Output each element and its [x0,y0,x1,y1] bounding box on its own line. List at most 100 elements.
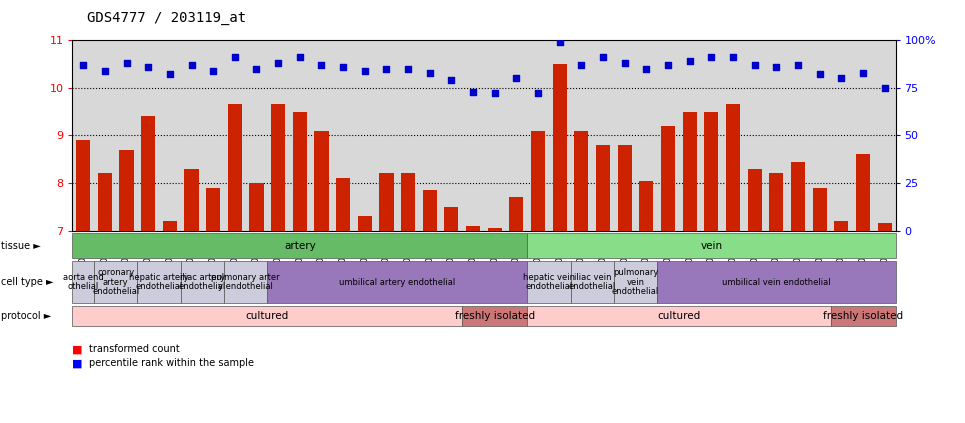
Bar [358,216,372,231]
Text: umbilical artery endothelial: umbilical artery endothelial [339,277,455,287]
Text: cell type ►: cell type ► [1,277,53,287]
Point [747,62,762,69]
Bar [856,154,870,231]
Point [790,62,806,69]
Point [617,60,632,66]
Text: percentile rank within the sample: percentile rank within the sample [89,358,254,368]
Text: iliac vein
endothelial: iliac vein endothelial [568,273,616,291]
Point [422,69,437,76]
Bar [97,173,112,231]
Bar [423,190,437,231]
Point [855,69,870,76]
Point [465,88,481,95]
Text: coronary
artery
endothelial: coronary artery endothelial [92,268,139,297]
Bar [250,183,263,231]
Point [119,60,134,66]
Point [769,63,785,70]
Point [270,60,286,66]
Bar [120,150,133,231]
Bar [877,223,892,231]
Bar [748,169,761,231]
Point [552,39,567,46]
Text: cultured: cultured [246,311,289,321]
Point [400,66,416,72]
Text: iliac artery
endothelial: iliac artery endothelial [179,273,226,291]
Text: ■: ■ [72,344,83,354]
Bar [531,131,545,231]
Text: freshly isolated: freshly isolated [455,311,535,321]
Bar [445,207,458,231]
Bar [401,173,415,231]
Bar [596,145,610,231]
Bar [769,173,784,231]
Bar [682,112,697,231]
Point [292,54,308,61]
Text: pulmonary
vein
endothelial: pulmonary vein endothelial [612,268,659,297]
Bar [271,104,286,231]
Point [574,62,590,69]
Text: GDS4777 / 203119_at: GDS4777 / 203119_at [87,11,246,25]
Point [703,54,719,61]
Bar [726,104,740,231]
Bar [315,131,328,231]
Text: hepatic vein
endothelial: hepatic vein endothelial [523,273,575,291]
Bar [487,228,502,231]
Text: tissue ►: tissue ► [1,241,41,251]
Text: ■: ■ [72,358,83,368]
Point [509,75,524,82]
Bar [207,188,220,231]
Point [336,63,351,70]
Point [682,58,698,65]
Bar [618,145,632,231]
Bar [835,221,848,231]
Point [531,90,546,97]
Text: transformed count: transformed count [89,344,179,354]
Point [97,67,113,74]
Point [249,66,264,72]
Bar [510,197,523,231]
Point [726,54,741,61]
Text: artery: artery [284,241,316,251]
Point [487,90,503,97]
Bar [791,162,805,231]
Point [639,66,654,72]
Bar [466,226,481,231]
Bar [661,126,676,231]
Point [227,54,242,61]
Text: protocol ►: protocol ► [1,311,51,321]
Point [206,67,221,74]
Text: aorta end
othelial: aorta end othelial [63,273,103,291]
Bar [813,188,827,231]
Bar [141,116,155,231]
Bar [163,221,177,231]
Bar [574,131,589,231]
Text: freshly isolated: freshly isolated [823,311,903,321]
Point [444,77,459,84]
Point [357,67,372,74]
Point [183,62,199,69]
Bar [553,64,566,231]
Bar [292,112,307,231]
Text: pulmonary arter
y endothelial: pulmonary arter y endothelial [211,273,280,291]
Point [877,85,893,91]
Text: cultured: cultured [657,311,701,321]
Point [660,62,676,69]
Bar [228,104,242,231]
Text: umbilical vein endothelial: umbilical vein endothelial [722,277,831,287]
Point [314,62,329,69]
Bar [640,181,653,231]
Text: vein: vein [701,241,723,251]
Point [812,71,827,78]
Point [162,71,178,78]
Bar [184,169,199,231]
Point [75,62,91,69]
Bar [379,173,394,231]
Point [834,75,849,82]
Bar [76,140,91,231]
Text: hepatic artery
endothelial: hepatic artery endothelial [129,273,189,291]
Bar [336,178,350,231]
Point [378,66,394,72]
Point [141,63,156,70]
Bar [704,112,718,231]
Point [595,54,611,61]
